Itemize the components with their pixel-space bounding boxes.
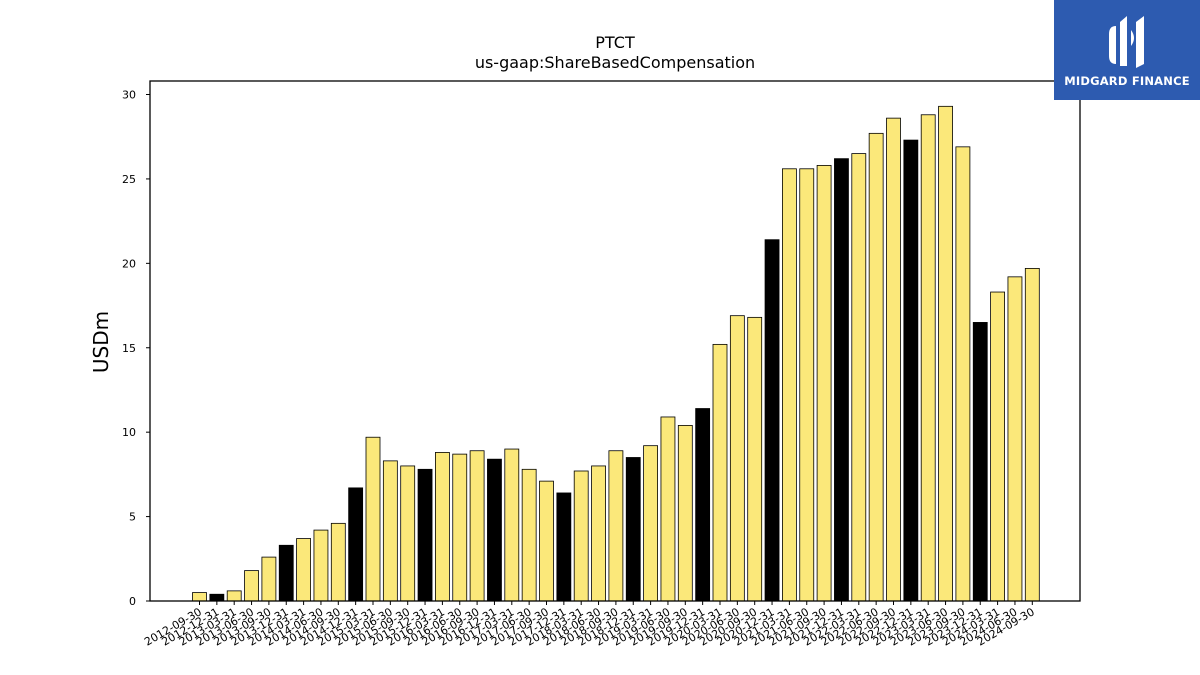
bar <box>452 453 468 602</box>
bar <box>1024 267 1040 602</box>
bar <box>608 450 624 602</box>
midgard-logo-icon <box>1109 16 1144 68</box>
bar <box>677 425 693 602</box>
bar <box>625 457 641 602</box>
bar <box>938 105 953 602</box>
bar <box>886 117 901 602</box>
bar <box>244 570 259 602</box>
bar <box>400 465 416 602</box>
brand-logo: MIDGARD FINANCE <box>1054 0 1200 100</box>
bar <box>834 158 849 602</box>
bar <box>417 468 433 602</box>
bar <box>712 343 728 602</box>
bar <box>313 529 329 602</box>
bar <box>955 146 971 602</box>
plot-frame <box>149 80 1081 602</box>
y-axis-ticks: 0 5 10 15 20 25 30 <box>122 89 150 608</box>
bar <box>434 452 450 602</box>
bar <box>573 470 589 602</box>
bar <box>261 556 277 602</box>
bar <box>539 480 554 602</box>
bar <box>747 316 763 602</box>
chart-title: PTCT <box>595 33 635 52</box>
bar <box>868 132 884 602</box>
bar <box>729 315 745 602</box>
brand-name: MIDGARD FINANCE <box>1064 74 1190 88</box>
bar <box>782 168 797 602</box>
bar <box>799 168 815 602</box>
bar <box>816 165 832 602</box>
bar <box>1007 276 1023 602</box>
y-tick-label: 5 <box>129 511 136 524</box>
y-tick-label: 20 <box>122 257 136 270</box>
bar <box>278 544 294 602</box>
x-axis-ticks: 2012-09-302012-12-312013-03-312013-06-30… <box>142 601 1037 649</box>
bar <box>851 153 867 602</box>
bar <box>209 593 225 602</box>
bar <box>330 522 346 602</box>
bar <box>226 590 242 602</box>
bar <box>903 139 919 602</box>
bar <box>521 468 537 602</box>
y-tick-label: 0 <box>129 595 136 608</box>
y-axis-label: USDm <box>89 311 113 373</box>
bar <box>348 487 364 602</box>
bar <box>192 592 207 602</box>
y-tick-label: 30 <box>122 89 136 102</box>
bar <box>643 445 658 602</box>
chart-subtitle: us-gaap:ShareBasedCompensation <box>475 53 755 72</box>
bar <box>695 408 711 602</box>
bar <box>556 492 572 602</box>
bars-group <box>192 105 1040 602</box>
bar <box>990 291 1005 602</box>
y-tick-label: 25 <box>122 173 136 186</box>
y-tick-label: 10 <box>122 426 136 439</box>
bar <box>660 416 676 602</box>
bar <box>365 436 381 602</box>
bar <box>469 450 485 602</box>
bar <box>920 114 936 602</box>
bar <box>487 458 502 602</box>
bar <box>296 538 312 602</box>
bar <box>504 448 520 602</box>
bar <box>382 460 398 602</box>
bar <box>591 465 606 602</box>
y-tick-label: 15 <box>122 342 136 355</box>
bar <box>972 322 988 602</box>
bar <box>764 239 780 602</box>
